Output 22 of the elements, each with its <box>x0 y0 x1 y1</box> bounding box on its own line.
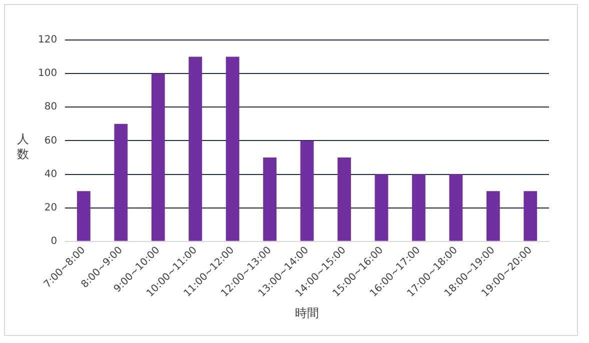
bar <box>338 158 351 241</box>
bar <box>263 158 277 241</box>
y-tick-label: 40 <box>44 168 58 180</box>
y-tick-label: 100 <box>38 68 58 80</box>
y-axis-title: 人数 <box>16 132 30 162</box>
bar <box>226 56 240 241</box>
bar <box>449 174 463 241</box>
bar <box>114 124 128 241</box>
bar <box>486 191 500 241</box>
bar <box>524 191 538 241</box>
y-tick-label: 80 <box>44 102 58 113</box>
y-tick-label: 60 <box>44 135 58 146</box>
bar <box>77 191 90 241</box>
x-axis-title: 時間 <box>295 306 320 320</box>
bar <box>412 174 426 241</box>
y-tick-label: 0 <box>50 236 58 248</box>
bar <box>151 74 165 241</box>
bar <box>374 174 388 241</box>
bar <box>300 140 314 241</box>
y-tick-label: 20 <box>44 202 58 214</box>
y-tick-label: 120 <box>38 34 58 46</box>
bar <box>188 56 202 241</box>
